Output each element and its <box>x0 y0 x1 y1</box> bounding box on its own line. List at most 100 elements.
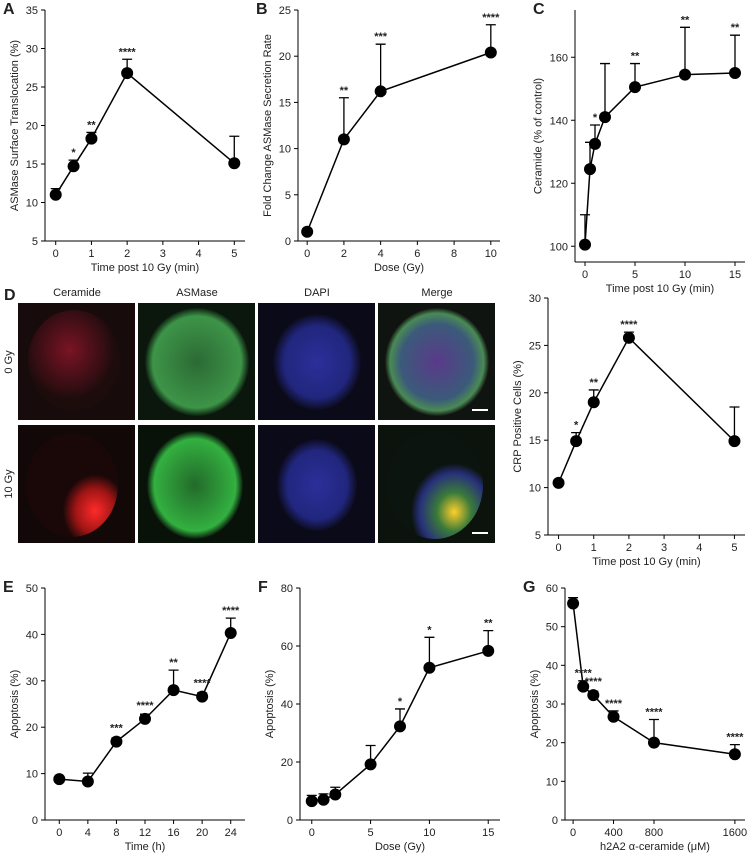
y-tick-label: 5 <box>32 236 38 248</box>
data-point <box>121 67 134 80</box>
y-tick-label: 160 <box>550 52 568 64</box>
panel-label: G <box>523 579 535 596</box>
x-tick-label: 10 <box>423 827 435 839</box>
data-point <box>552 476 565 489</box>
y-tick-label: 20 <box>281 757 293 769</box>
y-tick-label: 140 <box>550 115 568 127</box>
data-line <box>557 336 735 484</box>
x-tick-label: 4 <box>696 542 702 554</box>
significance-label: ** <box>631 51 640 63</box>
y-tick-label: 60 <box>281 641 293 653</box>
significance-label: **** <box>620 319 638 331</box>
data-point <box>584 163 596 176</box>
x-tick-label: 4 <box>378 248 384 260</box>
cell <box>387 431 483 539</box>
y-axis-label: CRP Positive Cells (%) <box>512 360 524 472</box>
x-tick-label: 0 <box>56 827 62 839</box>
data-point <box>329 788 342 801</box>
x-tick-label: 5 <box>632 269 638 281</box>
y-tick-label: 15 <box>26 159 38 171</box>
cell <box>385 308 489 416</box>
significance-label: **** <box>726 732 744 744</box>
data-point <box>110 735 123 748</box>
significance-label: ** <box>340 85 349 97</box>
data-point <box>364 758 377 771</box>
x-axis-label: Time post 10 Gy (min) <box>606 283 714 295</box>
y-axis-label: Apoptosis (%) <box>529 670 541 738</box>
y-tick-label: 40 <box>546 660 558 672</box>
x-tick-label: 800 <box>645 827 663 839</box>
data-point <box>622 331 635 344</box>
data-point <box>589 137 601 150</box>
significance-label: **** <box>194 678 212 690</box>
significance-label: *** <box>110 723 124 735</box>
y-tick-label: 10 <box>26 769 38 781</box>
y-tick-label: 35 <box>26 5 38 17</box>
y-tick-label: 25 <box>26 82 38 94</box>
x-tick-label: 4 <box>85 827 91 839</box>
y-tick-label: 30 <box>26 44 38 56</box>
data-point <box>224 627 237 640</box>
significance-label: **** <box>136 700 154 712</box>
cell <box>145 308 249 416</box>
x-tick-label: 0 <box>570 827 576 839</box>
data-point <box>587 396 600 409</box>
x-tick-label: 5 <box>731 542 737 554</box>
x-tick-label: 6 <box>414 248 420 260</box>
significance-label: **** <box>575 668 593 680</box>
chart: 100 120 140 160 0 5 10 15 Time post 10 Gy (min) C… <box>533 1 745 295</box>
y-tick-label: 20 <box>26 722 38 734</box>
x-tick-label: 12 <box>139 827 151 839</box>
data-point <box>139 712 151 725</box>
y-tick-label: 50 <box>546 622 558 634</box>
x-tick-label: 2 <box>341 248 347 260</box>
data-point <box>599 111 611 124</box>
chart: 0 10 20 30 40 50 60 0 400 800 1600 h2A2 α-ceramide … <box>523 579 747 853</box>
data-line <box>572 603 735 756</box>
data-point <box>484 46 497 59</box>
x-tick-label: 10 <box>679 269 691 281</box>
y-tick-label: 40 <box>26 629 38 641</box>
data-point <box>317 793 330 806</box>
cell <box>273 314 361 410</box>
data-point <box>85 132 98 145</box>
data-point <box>81 775 94 788</box>
y-tick-label: 80 <box>281 583 293 595</box>
y-tick-label: 20 <box>279 51 291 63</box>
micrograph-panel: D Ceramide ASMase DAPI Merge 0 Gy 10 Gy <box>3 287 495 543</box>
data-point <box>53 773 66 786</box>
x-axis-label: h2A2 α-ceramide (μM) <box>600 841 710 853</box>
y-tick-label: 5 <box>535 530 541 542</box>
significance-label: **** <box>605 698 623 710</box>
column-label: Merge <box>421 287 452 299</box>
x-tick-label: 2 <box>626 542 632 554</box>
y-tick-label: 50 <box>26 583 38 595</box>
chart: 5 10 15 20 25 30 35 0 1 2 3 4 5 Time post 10 Gy (min)… <box>3 1 245 274</box>
significance-label: * <box>427 624 432 636</box>
data-point <box>305 795 318 808</box>
significance-label: **** <box>585 676 603 688</box>
significance-label: ** <box>484 618 493 630</box>
x-tick-label: 8 <box>113 827 119 839</box>
panel-label: F <box>258 579 268 596</box>
data-point <box>629 81 641 94</box>
data-line <box>55 71 235 196</box>
error-bar <box>680 26 690 75</box>
significance-label: ** <box>681 14 690 26</box>
data-point <box>67 160 80 173</box>
x-tick-label: 15 <box>729 269 741 281</box>
y-tick-label: 0 <box>32 815 38 827</box>
x-tick-label: 5 <box>368 827 374 839</box>
y-tick-label: 60 <box>546 583 558 595</box>
cell <box>147 431 243 539</box>
data-point <box>728 435 741 448</box>
y-tick-label: 40 <box>281 699 293 711</box>
y-tick-label: 30 <box>26 676 38 688</box>
data-point <box>567 597 580 610</box>
x-axis-label: Time post 10 Gy (min) <box>91 262 199 274</box>
chart: 5 10 15 20 25 30 0 1 2 3 4 5 Time post 10 Gy (min) CR… <box>512 293 745 568</box>
x-tick-label: 2 <box>124 248 130 260</box>
x-axis-label: Dose (Gy) <box>375 841 425 853</box>
x-tick-label: 400 <box>604 827 622 839</box>
x-tick-label: 0 <box>582 269 588 281</box>
